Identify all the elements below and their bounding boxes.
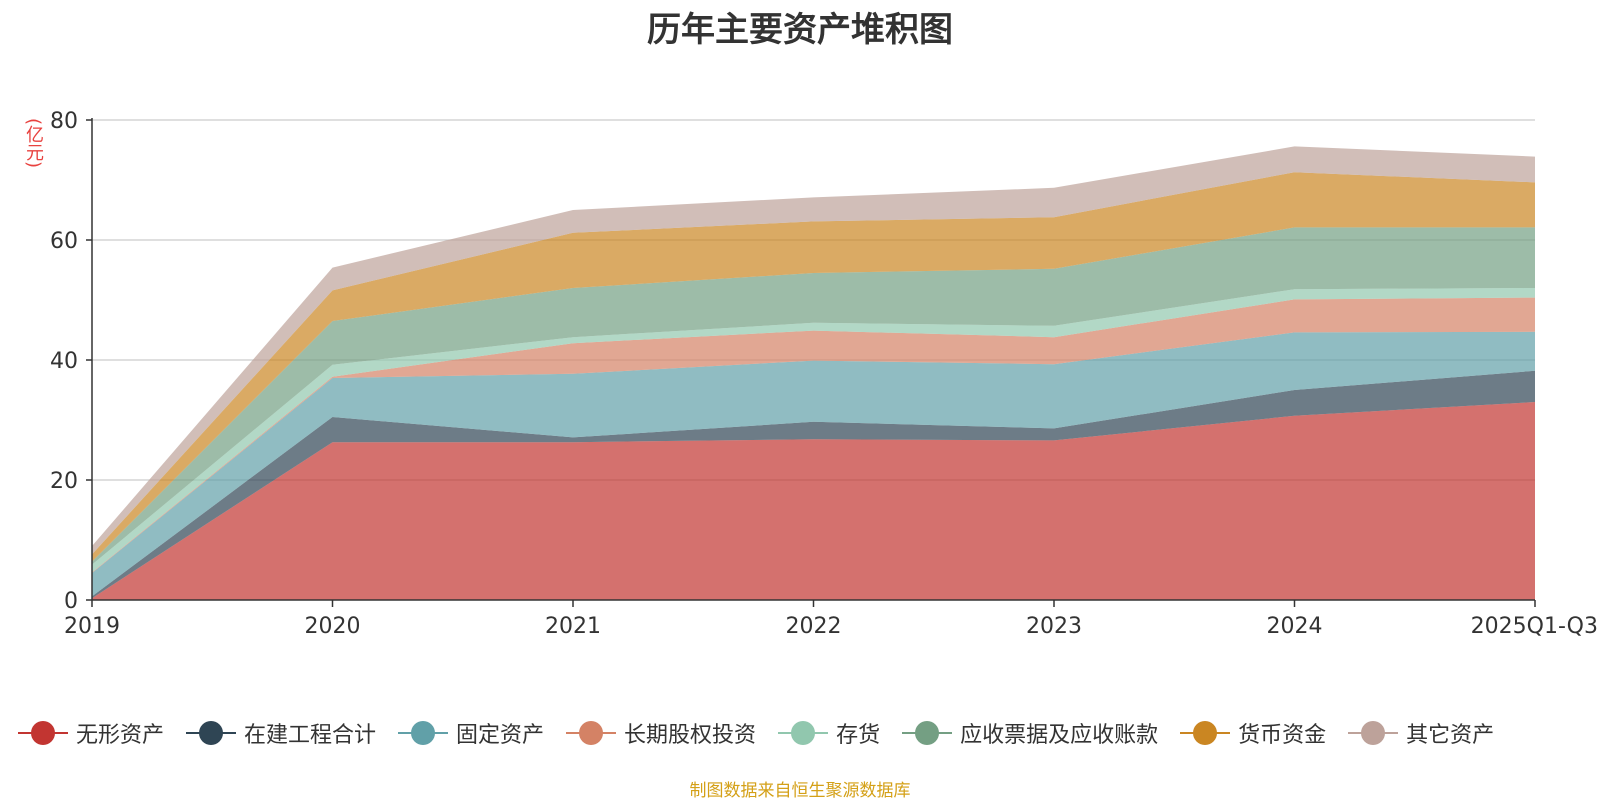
- legend-marker-icon: [778, 720, 829, 746]
- area-series: [92, 146, 1535, 600]
- area-series-3: [92, 297, 1535, 573]
- axes: 0 20 40 60 80 2019 2020 2021 2022 2023 2024 2025Q1-…: [50, 109, 1598, 639]
- y-axis-unit-label: (亿元): [23, 118, 44, 169]
- legend-label: 货币资金: [1238, 723, 1327, 748]
- legend-label: 长期股权投资: [624, 723, 757, 748]
- y-tick-label: 0: [64, 589, 78, 614]
- legend-label: 在建工程合计: [244, 723, 377, 748]
- legend-marker-icon: [566, 720, 617, 746]
- legend-label: 其它资产: [1406, 723, 1495, 748]
- legend-marker-icon: [1180, 720, 1231, 746]
- legend-item[interactable]: 固定资产: [398, 717, 544, 749]
- area-series-5: [92, 227, 1535, 565]
- legend-item[interactable]: 应收票据及应收账款: [902, 717, 1158, 749]
- source-note: 制图数据来自恒生聚源数据库: [689, 781, 911, 801]
- legend-marker-icon: [186, 720, 237, 746]
- y-tick-label: 20: [50, 469, 78, 494]
- legend: 无形资产 在建工程合计 固定资产 长期股权投资 存货 应收票据及应收账款 货币资金 其它资产: [18, 716, 1598, 750]
- legend-marker-icon: [398, 720, 449, 746]
- area-series-2: [92, 331, 1535, 597]
- y-tick-label: 60: [50, 229, 78, 254]
- legend-label: 应收票据及应收账款: [960, 723, 1159, 748]
- x-tick-label: 2023: [1026, 614, 1082, 639]
- legend-marker-icon: [18, 720, 68, 746]
- y-tick-label: 80: [50, 109, 78, 134]
- legend-item[interactable]: 无形资产: [18, 717, 164, 749]
- chart-title: 历年主要资产堆积图: [647, 10, 953, 50]
- x-tick-label: 2022: [786, 614, 842, 639]
- area-series-6: [92, 172, 1535, 562]
- legend-marker-icon: [902, 720, 953, 746]
- legend-marker-icon: [1348, 720, 1399, 746]
- legend-label: 存货: [836, 723, 881, 748]
- area-series-0: [92, 402, 1535, 600]
- x-tick-label: 2025Q1-Q3: [1471, 614, 1598, 639]
- x-tick-label: 2019: [64, 614, 120, 639]
- area-series-4: [92, 288, 1535, 573]
- x-tick-label: 2024: [1267, 614, 1323, 639]
- legend-item[interactable]: 存货: [778, 717, 880, 749]
- area-series-7: [92, 146, 1535, 555]
- legend-item[interactable]: 货币资金: [1180, 717, 1326, 749]
- legend-item[interactable]: 长期股权投资: [566, 717, 756, 749]
- legend-item[interactable]: 在建工程合计: [186, 717, 376, 749]
- legend-label: 无形资产: [76, 723, 165, 748]
- x-tick-label: 2021: [545, 614, 601, 639]
- area-series-1: [92, 370, 1535, 599]
- legend-item[interactable]: 其它资产: [1348, 717, 1494, 749]
- legend-label: 固定资产: [456, 723, 545, 748]
- x-tick-label: 2020: [305, 614, 361, 639]
- y-tick-label: 40: [50, 349, 78, 374]
